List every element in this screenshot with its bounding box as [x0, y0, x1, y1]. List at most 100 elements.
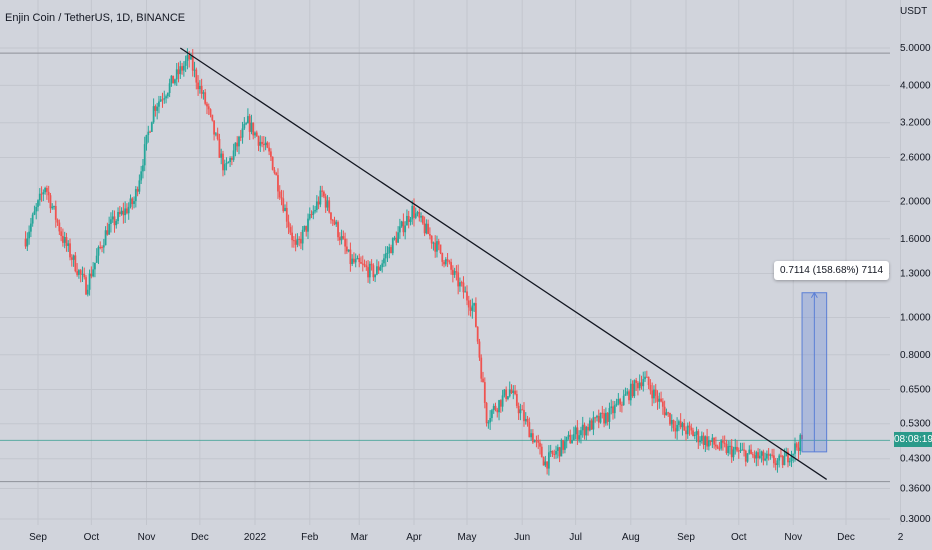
- candle-body: [430, 235, 433, 244]
- time-axis[interactable]: Sep Oct Nov Dec 2022 Feb Mar Apr May Jun Jul Aug Sep…: [29, 532, 904, 543]
- candle-body: [270, 151, 272, 157]
- candle-body: [115, 221, 118, 226]
- candle-body: [298, 238, 301, 240]
- candle-body: [186, 55, 189, 61]
- price-axis[interactable]: USDT 5.0000 4.0000 3.2000 2.6000 2.0000 1.6000…: [900, 6, 931, 525]
- candle-body: [273, 169, 276, 173]
- candle-body: [613, 405, 616, 414]
- candle-body: [353, 258, 355, 263]
- candle-body: [416, 212, 419, 214]
- candle-body: [651, 390, 654, 399]
- candle-body: [569, 434, 572, 444]
- candle-body: [676, 424, 678, 432]
- candle-body: [711, 437, 714, 442]
- candle-body: [245, 123, 248, 125]
- candle-body: [266, 142, 269, 148]
- candle-body: [400, 221, 403, 227]
- candle-body: [556, 447, 559, 451]
- candle-body: [581, 424, 584, 431]
- candle-body: [294, 240, 297, 245]
- candle-body: [496, 409, 499, 413]
- measure-tool[interactable]: [801, 291, 828, 453]
- candle-body: [578, 435, 581, 440]
- candle-body: [150, 122, 153, 132]
- candle-body: [197, 82, 199, 90]
- chart-title: Enjin Coin / TetherUS, 1D, BINANCE: [5, 12, 186, 24]
- candle-body: [172, 75, 175, 84]
- candle-body: [138, 180, 141, 192]
- candle-body: [450, 262, 452, 270]
- candle-body: [744, 450, 747, 462]
- candle-body: [524, 418, 527, 422]
- candle-body: [92, 269, 95, 277]
- candle-body: [413, 205, 415, 218]
- candle-body: [482, 378, 484, 383]
- candle-body: [714, 444, 717, 447]
- candle-body: [576, 427, 579, 440]
- candle-body: [533, 440, 536, 443]
- candle-body: [397, 232, 399, 243]
- candle-body: [774, 463, 777, 465]
- y-tick-label: 1.3000: [900, 269, 931, 280]
- y-tick-label: 1.6000: [900, 234, 931, 245]
- candle-body: [526, 418, 529, 423]
- y-tick-label: 4.0000: [900, 80, 931, 91]
- candle-body: [654, 389, 657, 396]
- candle-body: [127, 206, 130, 214]
- candle-body: [683, 423, 686, 431]
- candle-body: [773, 455, 775, 464]
- candle-body: [758, 455, 761, 459]
- candle-body: [688, 425, 691, 428]
- candle-body: [599, 412, 602, 423]
- grid: [0, 0, 902, 525]
- candle-body: [640, 382, 643, 387]
- candle-body: [785, 451, 788, 457]
- candle-body: [338, 237, 341, 241]
- candles: [24, 48, 803, 476]
- candle-body: [702, 435, 705, 445]
- candle-body: [748, 449, 751, 454]
- candle-body: [555, 450, 557, 455]
- candle-body: [42, 192, 45, 194]
- candle-body: [31, 214, 34, 224]
- x-tick-label: Nov: [138, 532, 156, 543]
- candle-body: [677, 421, 680, 425]
- y-tick-label: 0.3600: [900, 483, 931, 494]
- candle-body: [762, 451, 765, 461]
- trendline[interactable]: [179, 47, 828, 480]
- candle-body: [729, 445, 731, 447]
- candle-body: [143, 144, 146, 166]
- candle-body: [38, 193, 41, 201]
- candle-body: [252, 122, 255, 136]
- candle-body: [204, 92, 207, 104]
- candle-body: [376, 266, 378, 275]
- candle-body: [37, 200, 39, 207]
- candle-body: [794, 443, 796, 454]
- x-tick-label: Jul: [569, 532, 582, 543]
- candle-body: [792, 453, 795, 455]
- candle-body: [238, 136, 240, 147]
- candle-body: [190, 56, 192, 60]
- candle-body: [248, 116, 251, 132]
- candle-body: [149, 131, 151, 133]
- candle-body: [154, 106, 157, 111]
- candle-body: [328, 200, 331, 213]
- candle-body: [402, 221, 405, 233]
- candle-body: [177, 69, 180, 75]
- candle-body: [660, 398, 662, 402]
- candle-body: [349, 249, 352, 265]
- candle-body: [604, 412, 607, 424]
- candle-body: [229, 158, 231, 163]
- candle-body: [574, 427, 577, 435]
- candle-body: [193, 69, 196, 71]
- candle-body: [360, 262, 362, 264]
- candle-body: [423, 223, 426, 234]
- candle-body: [725, 443, 728, 454]
- candle-body: [597, 415, 600, 423]
- candle-body: [501, 395, 504, 407]
- candle-body: [704, 436, 707, 445]
- candle-body: [239, 136, 242, 138]
- candle-body: [741, 449, 744, 451]
- candle-body: [480, 357, 483, 379]
